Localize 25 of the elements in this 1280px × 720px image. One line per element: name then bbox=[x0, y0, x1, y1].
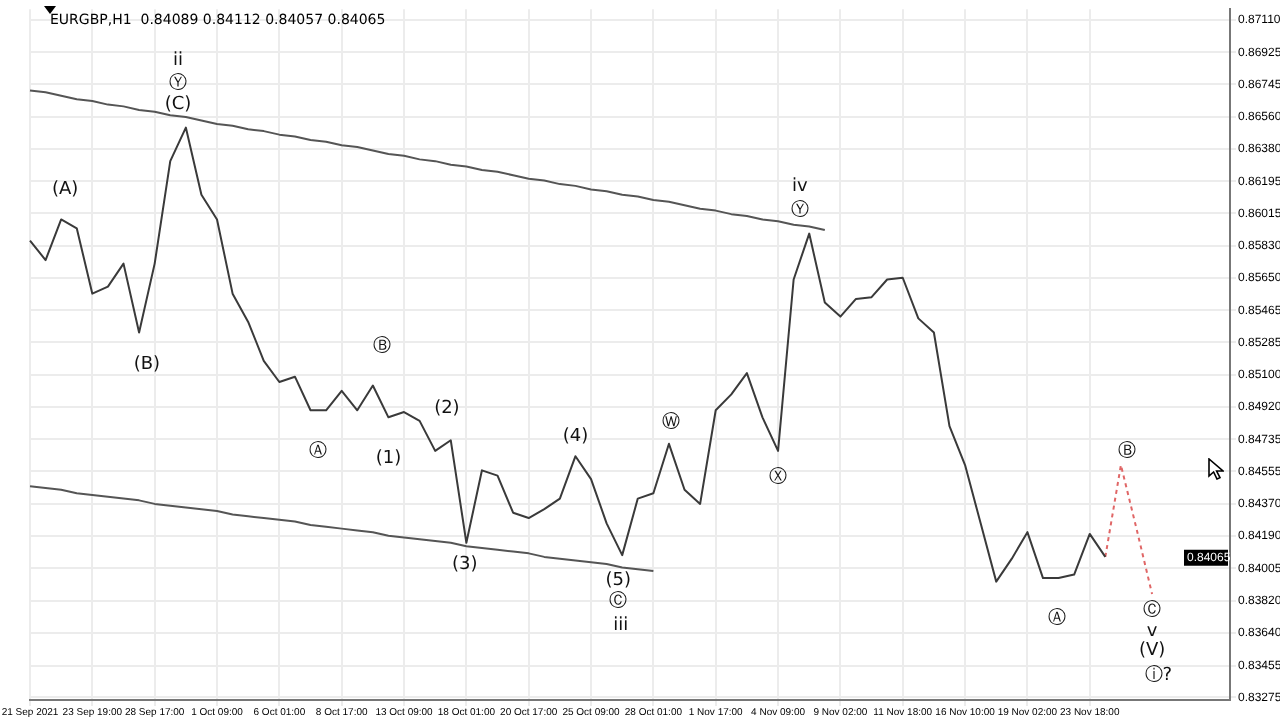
annotation: Ⓐ bbox=[1048, 607, 1067, 630]
annotation: iii bbox=[613, 616, 629, 637]
annotation: (2) bbox=[434, 399, 460, 420]
annotation: Ⓒ bbox=[1143, 598, 1162, 621]
annotation: iv bbox=[792, 176, 810, 197]
line-series bbox=[1104, 464, 1154, 595]
annotation: Ⓦ bbox=[661, 411, 680, 434]
annotation: (5) bbox=[605, 570, 632, 591]
annotation: (4) bbox=[562, 427, 589, 448]
annotation: Ⓒ bbox=[609, 589, 628, 612]
annotation: (A) bbox=[51, 180, 79, 201]
annotation: ⓘ? bbox=[1144, 663, 1173, 686]
annotation: Ⓨ bbox=[169, 72, 188, 95]
annotation: Ⓑ bbox=[373, 335, 392, 358]
annotation: (V) bbox=[1138, 641, 1166, 662]
annotation: Ⓧ bbox=[769, 466, 788, 489]
annotation: Ⓨ bbox=[790, 199, 809, 222]
annotation: (C) bbox=[164, 95, 192, 116]
annotation: v bbox=[1146, 621, 1159, 642]
annotation: ii bbox=[173, 51, 184, 72]
annotation: Ⓑ bbox=[1118, 439, 1137, 462]
annotation: (3) bbox=[452, 554, 478, 575]
annotation: (B) bbox=[133, 355, 161, 375]
annotation: (1) bbox=[375, 448, 402, 469]
annotation: Ⓐ bbox=[309, 439, 328, 462]
